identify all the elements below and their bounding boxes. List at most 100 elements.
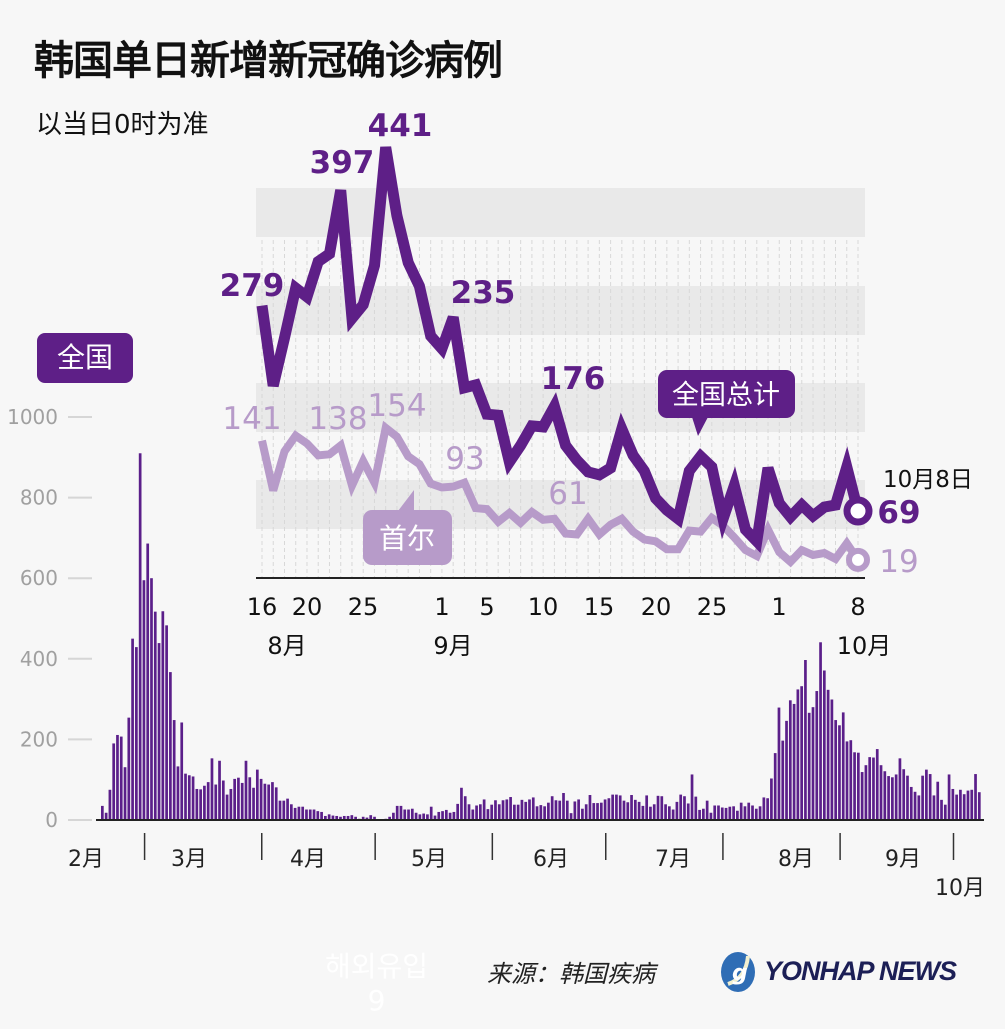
bar: [550, 796, 554, 820]
national-data-label: 441: [368, 108, 433, 144]
bar: [906, 775, 909, 820]
bar: [913, 791, 917, 820]
bar-y-label: 0: [45, 808, 58, 832]
bar: [244, 760, 248, 820]
bar: [422, 813, 425, 820]
inset-month-label: 9月: [433, 632, 472, 660]
bar: [482, 799, 486, 820]
national-data-label: 235: [451, 275, 516, 311]
bar: [214, 784, 218, 820]
bar: [724, 807, 728, 820]
national-data-label: 279: [220, 268, 285, 304]
bar: [853, 752, 856, 820]
inset-x-label: 1: [771, 593, 786, 621]
bar: [165, 625, 168, 820]
bar: [146, 543, 150, 820]
bar: [331, 815, 335, 820]
bar: [539, 805, 543, 820]
bar: [671, 809, 675, 820]
national-data-label: 176: [541, 361, 606, 397]
bar: [845, 741, 849, 820]
bar: [531, 797, 535, 820]
bar: [921, 775, 924, 820]
bar: [554, 800, 558, 820]
bar: [962, 794, 966, 820]
bar: [596, 803, 599, 820]
bar: [966, 790, 970, 820]
bar: [108, 789, 112, 820]
bar: [645, 795, 649, 820]
bar: [622, 800, 626, 820]
inset-x-label: 25: [697, 593, 728, 621]
bar: [849, 740, 853, 820]
bar: [327, 814, 331, 820]
inset-x-label: 25: [348, 593, 379, 621]
bar-x-label: 7月: [655, 847, 691, 872]
bar: [940, 799, 943, 820]
bar: [479, 804, 482, 820]
yonhap-logo: g YONHAP NEWS: [718, 948, 957, 994]
bar: [562, 792, 565, 820]
bar: [335, 815, 339, 820]
bar: [713, 805, 717, 820]
inset-x-label: 8: [850, 593, 865, 621]
bar: [467, 804, 471, 820]
bar: [720, 807, 724, 820]
national-badge: 全国: [37, 333, 133, 383]
page-title: 韩国单日新增新冠确诊病例: [34, 38, 503, 84]
bar: [516, 804, 520, 820]
svg-text:g: g: [732, 961, 748, 986]
bar: [581, 808, 584, 820]
inset-x-label: 1: [434, 593, 449, 621]
inset-x-label: 20: [641, 593, 672, 621]
bar: [800, 686, 803, 820]
bar: [225, 794, 229, 820]
bar: [959, 789, 962, 820]
bar: [543, 806, 546, 820]
bar: [437, 811, 441, 820]
bar: [138, 453, 142, 820]
bar: [187, 775, 191, 820]
bar: [565, 800, 569, 820]
bar: [184, 773, 187, 820]
bar: [751, 805, 754, 820]
inset-x-label: 20: [292, 593, 323, 621]
bar-y-label: 1000: [7, 405, 58, 429]
yonhap-globe-icon: g: [721, 952, 755, 992]
bar: [649, 806, 652, 820]
bar: [176, 766, 180, 820]
bar: [203, 785, 206, 820]
bar: [290, 804, 293, 820]
bar: [373, 816, 376, 820]
bar-x-label: 4月: [290, 847, 326, 872]
bar-x-label: 10月: [935, 876, 985, 901]
bar: [350, 815, 354, 820]
bar: [354, 816, 357, 820]
bar: [826, 689, 830, 820]
bar: [463, 796, 467, 820]
bar: [267, 784, 271, 820]
bar: [237, 777, 240, 820]
bar: [762, 797, 766, 820]
bar: [101, 805, 104, 820]
bar: [891, 777, 894, 820]
bar: [830, 699, 834, 820]
bar: [119, 736, 123, 820]
bar: [615, 794, 618, 820]
bar: [475, 805, 478, 820]
bar: [618, 795, 622, 820]
end-date-label: 10月8日: [883, 467, 973, 493]
bar: [180, 722, 184, 820]
bar: [509, 797, 512, 820]
bar: [407, 809, 410, 820]
bar: [286, 798, 289, 820]
bar: [127, 717, 131, 820]
bar: [838, 725, 841, 820]
bar: [705, 800, 709, 820]
bar: [758, 806, 762, 820]
bar: [607, 798, 611, 820]
inset-month-label: 10月: [837, 632, 892, 660]
national-data-label: 397: [310, 145, 375, 181]
bar: [497, 804, 501, 820]
